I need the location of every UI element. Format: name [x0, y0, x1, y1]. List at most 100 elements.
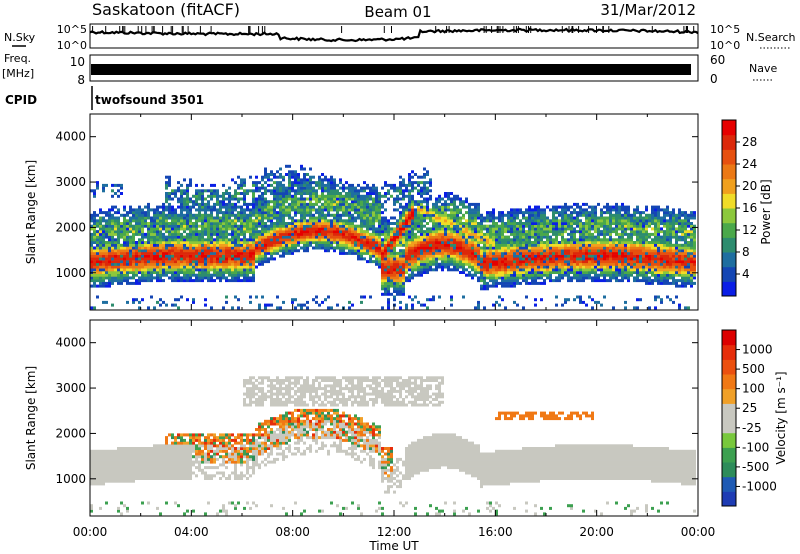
power-cell [261, 262, 264, 266]
power-cell [450, 200, 453, 204]
power-cell [309, 219, 312, 223]
power-cell [351, 303, 354, 307]
power-cell [555, 279, 558, 283]
power-cell [429, 197, 432, 201]
power-cell [438, 246, 441, 250]
power-cell [393, 249, 396, 253]
power-cell [204, 265, 207, 269]
power-cell [186, 254, 189, 258]
power-cell [579, 257, 582, 261]
power-cell [126, 232, 129, 236]
power-cell [528, 262, 531, 266]
power-cell [552, 227, 555, 231]
power-cell [477, 232, 480, 236]
power-cell [282, 235, 285, 239]
power-cell [375, 254, 378, 258]
power-cell [309, 194, 312, 198]
power-cell [432, 298, 435, 302]
power-cell [234, 268, 237, 272]
power-cell [249, 295, 252, 299]
power-cell [234, 276, 237, 280]
power-cell [180, 265, 183, 269]
power-cell [243, 230, 246, 234]
power-cell [366, 224, 369, 228]
power-cell [300, 303, 303, 307]
power-cell [429, 298, 432, 302]
power-cell [387, 303, 390, 307]
power-cell [279, 192, 282, 195]
power-cell [408, 183, 411, 187]
power-cell [327, 192, 330, 195]
power-cell [396, 281, 399, 285]
power-cell [264, 241, 267, 244]
power-cell [507, 224, 510, 228]
power-cell [303, 246, 306, 250]
power-cell [156, 257, 159, 261]
power-cell [189, 205, 192, 209]
power-cell [141, 273, 144, 277]
power-cell [483, 281, 486, 285]
power-cell [222, 192, 225, 195]
power-cell [453, 243, 456, 247]
power-cell [354, 192, 357, 195]
power-cell [171, 265, 174, 269]
power-cell [306, 211, 309, 215]
power-cell [519, 224, 522, 228]
power-cell [237, 262, 240, 266]
power-cell [462, 224, 465, 228]
power-cell [369, 241, 372, 244]
power-cell [147, 260, 150, 264]
power-cell [534, 208, 537, 212]
power-cell [237, 243, 240, 247]
power-cell [303, 227, 306, 231]
power-cell [585, 262, 588, 266]
power-cell [141, 216, 144, 220]
power-cell [171, 254, 174, 258]
power-cell [501, 262, 504, 266]
power-cell [594, 249, 597, 253]
power-cell [417, 211, 420, 215]
power-cell [114, 183, 117, 187]
power-cell [372, 232, 375, 236]
power-cell [585, 243, 588, 247]
power-cell [198, 254, 201, 258]
power-cell [474, 254, 477, 258]
power-cell [99, 243, 102, 247]
power-cell [387, 241, 390, 244]
power-cell [477, 222, 480, 225]
power-cell [168, 222, 171, 225]
power-cell [360, 208, 363, 212]
power-cell [570, 238, 573, 242]
power-cell [96, 276, 99, 280]
power-cell [378, 246, 381, 250]
power-cell [552, 251, 555, 255]
power-cell [339, 216, 342, 220]
power-cell [534, 276, 537, 280]
power-cell [282, 175, 285, 179]
power-cell [372, 235, 375, 239]
power-cell [495, 300, 498, 304]
power-cell [486, 262, 489, 266]
power-cell [327, 208, 330, 212]
power-cell [375, 249, 378, 253]
power-cell [492, 208, 495, 212]
power-cell [576, 273, 579, 277]
power-cell [405, 238, 408, 242]
power-cell [426, 205, 429, 209]
power-cell [384, 271, 387, 274]
power-cell [165, 249, 168, 253]
power-cell [498, 246, 501, 250]
power-cell [540, 230, 543, 234]
power-cell [381, 241, 384, 244]
power-cell [141, 265, 144, 269]
power-cell [207, 227, 210, 231]
power-cell [414, 273, 417, 277]
power-cell [327, 232, 330, 236]
power-cell [270, 246, 273, 250]
power-cell [411, 194, 414, 198]
power-cell [477, 257, 480, 261]
power-cell [591, 213, 594, 217]
power-cell [570, 219, 573, 223]
power-cell [513, 249, 516, 253]
power-cell [579, 265, 582, 269]
